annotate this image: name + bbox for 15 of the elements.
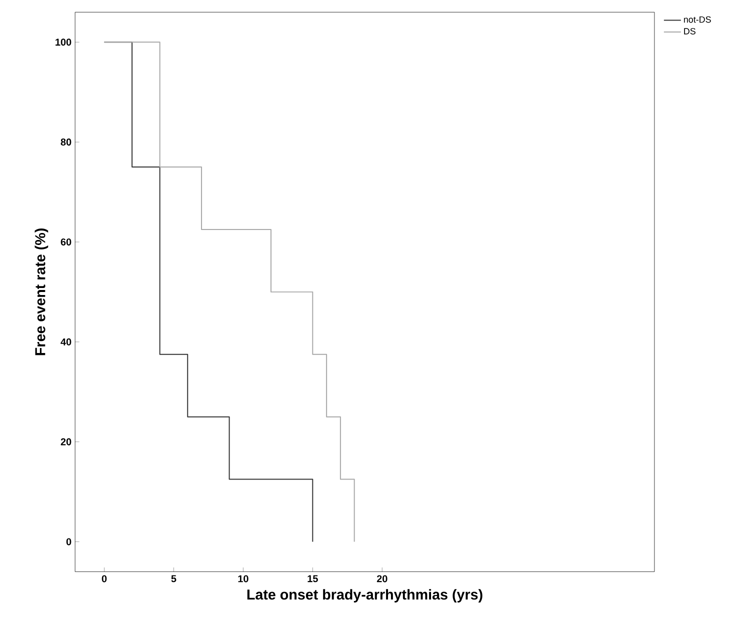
y-tick-label: 100 <box>56 38 72 46</box>
x-axis-title: Late onset brady-arrhythmias (yrs) <box>247 589 482 603</box>
y-tick-label: 60 <box>60 238 72 246</box>
legend-label: not-DS <box>684 16 711 23</box>
y-axis-title: Free event rate (%) <box>34 228 48 356</box>
y-tick-label: 40 <box>60 338 72 346</box>
y-tick-label: 20 <box>60 438 72 446</box>
x-tick-label: 5 <box>171 575 176 582</box>
legend-label: DS <box>684 28 696 35</box>
y-tick-label: 0 <box>66 538 72 546</box>
x-tick-label: 15 <box>308 575 318 582</box>
y-tick-label: 80 <box>60 138 72 146</box>
x-tick-label: 20 <box>376 575 388 582</box>
x-tick-label: 10 <box>238 575 248 582</box>
x-tick-label: 0 <box>102 575 107 582</box>
